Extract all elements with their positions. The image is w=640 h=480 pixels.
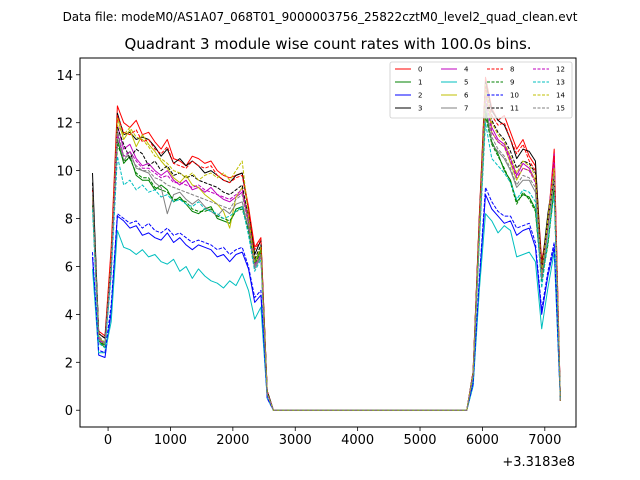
legend-label: 7: [464, 105, 468, 113]
series-line-5: [92, 213, 561, 411]
legend-label: 11: [510, 105, 519, 113]
legend-label: 12: [556, 66, 565, 74]
x-tick-label: 2000: [216, 433, 249, 448]
series-line-13: [92, 122, 561, 411]
series-line-12: [92, 95, 561, 411]
legend-label: 9: [510, 79, 514, 87]
legend-label: 5: [464, 79, 468, 87]
series-line-1: [92, 110, 561, 411]
plot-lines: [92, 76, 561, 411]
y-tick-label: 12: [56, 117, 73, 132]
y-tick-label: 6: [65, 260, 73, 275]
series-line-10: [92, 186, 561, 411]
y-axis: 0 2 4 6 8 10 12 14: [56, 69, 80, 419]
y-tick-label: 8: [65, 213, 73, 228]
y-tick-label: 2: [65, 356, 73, 371]
x-tick-label: 6000: [466, 433, 499, 448]
legend-label: 3: [418, 105, 422, 113]
plot-frame: [79, 57, 577, 428]
legend-label: 13: [556, 79, 565, 87]
y-tick-label: 14: [56, 69, 73, 84]
x-tick-label: 0: [104, 433, 112, 448]
chart-suptitle: Data file: modeM0/AS1A07_068T01_90000037…: [63, 10, 578, 24]
x-tick-label: 5000: [403, 433, 436, 448]
legend-box: [389, 61, 573, 119]
legend-label: 0: [418, 66, 422, 74]
x-tick-label: 1000: [154, 433, 187, 448]
legend-label: 2: [418, 92, 422, 100]
legend-label: 1: [418, 79, 422, 87]
y-tick-label: 10: [56, 165, 73, 180]
legend-label: 6: [464, 92, 469, 100]
y-tick-label: 4: [65, 308, 73, 323]
legend-label: 4: [464, 66, 469, 74]
x-tick-label: 4000: [341, 433, 374, 448]
series-line-2: [92, 194, 561, 411]
legend-label: 10: [510, 92, 519, 100]
x-axis: 0 1000 2000 3000 4000 5000 6000 7000: [104, 427, 561, 448]
legend-label: 15: [556, 105, 565, 113]
legend-label: 14: [556, 92, 565, 100]
x-offset-label: +3.3183e8: [502, 455, 575, 470]
series-line-15: [92, 105, 561, 411]
x-tick-label: 7000: [528, 433, 561, 448]
x-tick-label: 3000: [279, 433, 312, 448]
series-line-11: [92, 93, 561, 411]
chart-title: Quadrant 3 module wise count rates with …: [124, 35, 531, 53]
series-line-0: [92, 76, 561, 411]
y-tick-label: 0: [65, 404, 73, 419]
legend-label: 8: [510, 66, 514, 74]
